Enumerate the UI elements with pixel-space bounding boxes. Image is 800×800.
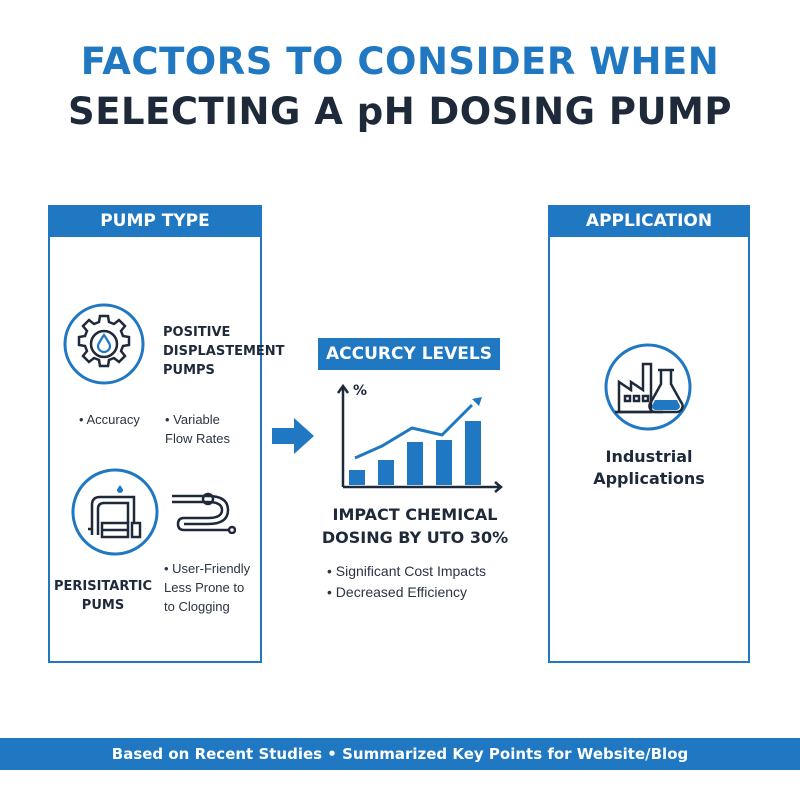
right-arrow-icon [272, 418, 314, 454]
peristaltic-name-1: PERISITARTIC [53, 579, 153, 594]
footer-banner: Based on Recent Studies • Summarized Key… [0, 738, 800, 770]
bullet-variable-1: • Variable [165, 412, 220, 427]
positive-name-1: POSITIVE [163, 325, 231, 340]
title-line-1: FACTORS TO CONSIDER WHEN [80, 40, 720, 83]
factory-flask-icon [604, 343, 692, 431]
accuracy-bar-chart-icon [336, 383, 503, 493]
application-header: APPLICATION [548, 205, 750, 237]
chart-axis-label: % [353, 383, 368, 399]
bullet-cost-impacts: • Significant Cost Impacts [327, 563, 486, 579]
tubing-icon [172, 492, 236, 534]
title-line-2: SELECTING A pH DOSING PUMP [68, 90, 732, 133]
pump-type-panel: PUMP TYPE [48, 205, 262, 663]
pump-type-header: PUMP TYPE [48, 205, 262, 237]
application-panel: APPLICATION [548, 205, 750, 663]
bullet-accuracy: • Accuracy [79, 412, 140, 427]
bullet-clogging: to Clogging [164, 599, 230, 614]
bullet-less-prone: Less Prone to [164, 580, 245, 595]
accuracy-levels-header: ACCURCY LEVELS [318, 338, 500, 370]
bullet-variable-2: Flow Rates [165, 431, 231, 446]
gear-with-droplet-icon [63, 303, 145, 385]
positive-name-2: DISPLASTEMENT [163, 344, 285, 359]
application-label-2: Applications [593, 469, 705, 488]
bullet-decreased-efficiency: • Decreased Efficiency [327, 584, 468, 600]
impact-line-2: DOSING BY UTO 30% [321, 528, 509, 547]
pump-pipes-icon [71, 468, 159, 556]
peristaltic-name-2: PUMS [81, 598, 125, 613]
impact-line-1: IMPACT CHEMICAL [332, 505, 498, 524]
positive-name-3: PUMPS [163, 363, 215, 378]
application-label-1: Industrial [605, 447, 693, 466]
bullet-user-friendly: • User-Friendly [164, 561, 251, 576]
